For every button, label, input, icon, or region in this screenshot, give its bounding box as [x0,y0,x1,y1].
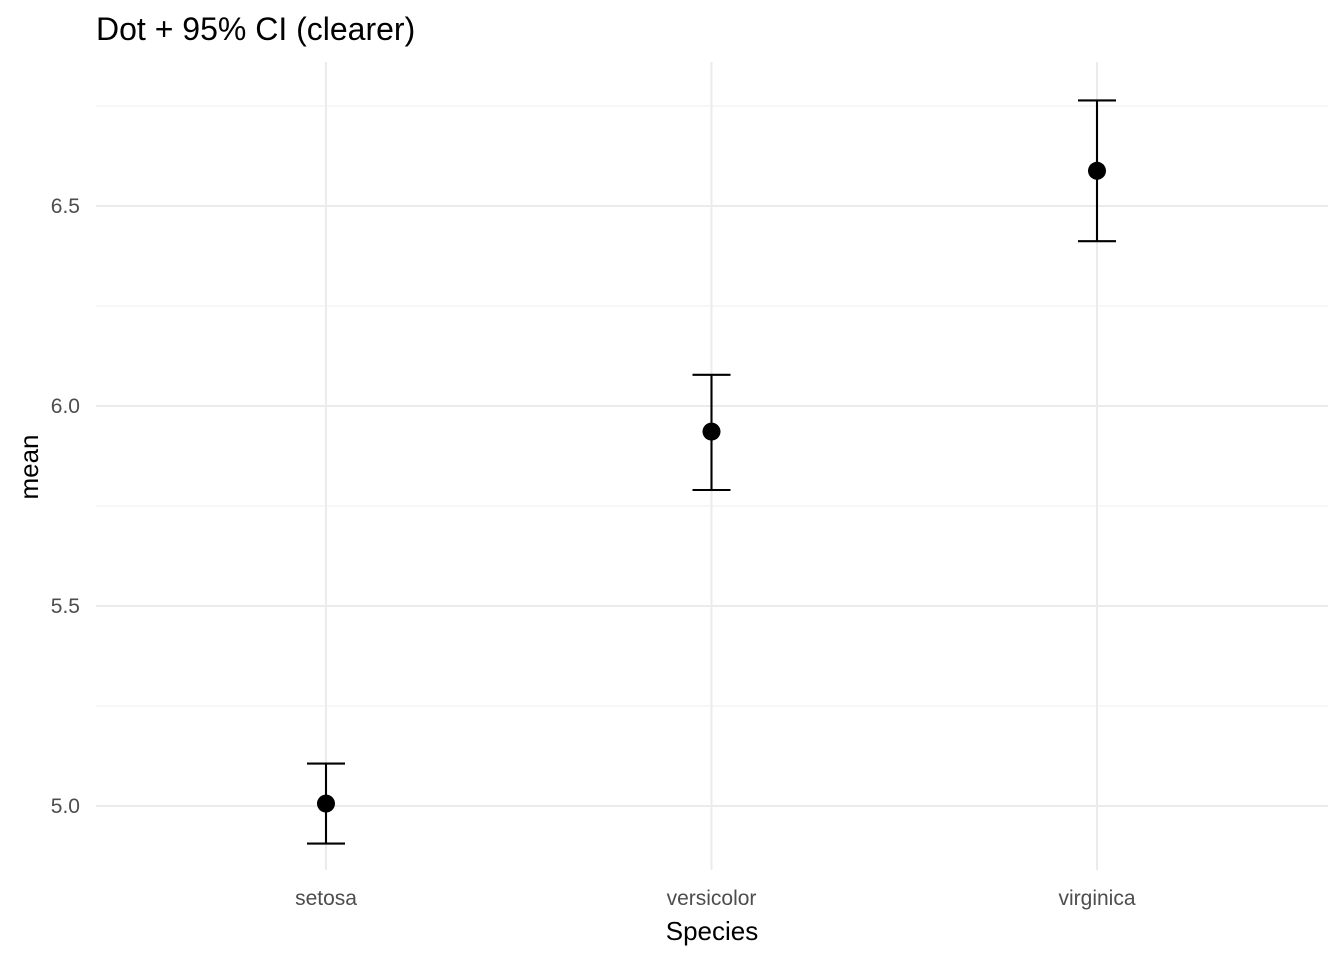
x-tick-label: virginica [1058,887,1135,910]
y-tick-label: 5.5 [51,595,80,618]
mean-point-versicolor [702,422,721,441]
y-tick-label: 6.5 [51,195,80,218]
x-axis-tick-labels: setosa versicolor virginica [295,887,1136,910]
y-tick-label: 5.0 [51,795,80,818]
chart-title: Dot + 95% CI (clearer) [96,11,415,47]
mean-point-setosa [317,794,335,813]
data-marks [307,99,1116,845]
x-axis-title: Species [666,916,759,946]
mean-point-virginica [1088,161,1106,180]
y-axis-title: mean [14,434,44,499]
y-axis-tick-labels: 5.0 5.5 6.0 6.5 [51,195,80,818]
x-tick-label: setosa [295,887,357,910]
x-tick-label: versicolor [667,887,757,910]
y-tick-label: 6.0 [51,395,80,418]
